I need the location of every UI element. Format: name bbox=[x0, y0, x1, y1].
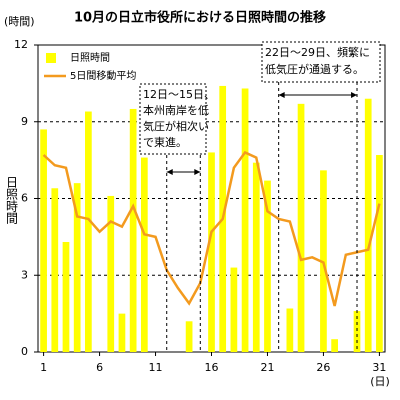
line bbox=[42, 150, 381, 307]
bar bbox=[107, 195, 115, 352]
x-unit: (日) bbox=[370, 375, 390, 388]
y-unit: (時間) bbox=[4, 15, 35, 28]
bar bbox=[73, 183, 81, 352]
y-tick-label: 9 bbox=[21, 115, 28, 128]
y-tick-label: 12 bbox=[14, 38, 28, 51]
bar bbox=[51, 188, 59, 352]
bar bbox=[185, 321, 193, 352]
annotation-text: 本州南岸を低 bbox=[143, 103, 209, 117]
x-tick-label: 16 bbox=[205, 361, 219, 374]
bar bbox=[208, 152, 215, 352]
bar bbox=[286, 308, 294, 352]
arrowhead bbox=[278, 92, 285, 98]
legend-label: 5日間移動平均 bbox=[70, 69, 136, 82]
x-tick-label: 1 bbox=[40, 361, 47, 374]
y-tick-label: 6 bbox=[21, 192, 28, 205]
x-tick-label: 31 bbox=[372, 361, 386, 374]
bar bbox=[40, 129, 47, 352]
bar bbox=[140, 157, 148, 352]
arrowhead bbox=[351, 92, 358, 98]
x-tick-label: 11 bbox=[149, 361, 163, 374]
annotation-text: 12日～15日、 bbox=[143, 88, 215, 101]
bar bbox=[331, 339, 338, 352]
bar bbox=[85, 111, 92, 353]
bar bbox=[297, 103, 305, 352]
arrowhead bbox=[166, 169, 173, 175]
annotation-box bbox=[261, 41, 381, 83]
y-tick-label: 0 bbox=[21, 345, 28, 358]
bar bbox=[230, 267, 238, 352]
bar bbox=[118, 313, 126, 352]
x-tick-label: 6 bbox=[96, 361, 103, 374]
y-label: 日照時間 bbox=[5, 176, 19, 224]
chart-title: 10月の日立市役所における日照時間の推移 bbox=[74, 10, 326, 26]
bar bbox=[376, 155, 383, 352]
legend-swatch bbox=[46, 53, 56, 63]
x-tick-label: 26 bbox=[316, 361, 330, 374]
bar bbox=[241, 88, 249, 352]
annotation-text: 22日～29日、頻繁に bbox=[265, 45, 370, 59]
legend-label: 日照時間 bbox=[70, 52, 110, 64]
arrowhead bbox=[194, 169, 201, 175]
bar bbox=[353, 311, 361, 352]
bar bbox=[252, 162, 260, 352]
bar bbox=[364, 98, 372, 352]
bar bbox=[129, 108, 137, 352]
annotation-text: 低気圧が通過する。 bbox=[265, 62, 364, 76]
x-tick-label: 21 bbox=[260, 361, 274, 374]
bar bbox=[264, 180, 271, 352]
legend-box bbox=[42, 49, 160, 87]
annotation-box bbox=[139, 83, 207, 155]
bar bbox=[62, 241, 70, 352]
annotation-text: 気圧が相次い bbox=[143, 119, 209, 133]
y-tick-label: 3 bbox=[21, 268, 28, 281]
annotation-text: で東進。 bbox=[143, 136, 187, 149]
